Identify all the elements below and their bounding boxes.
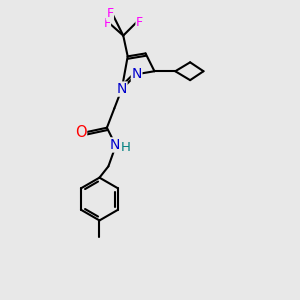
Text: N: N bbox=[117, 82, 127, 96]
Text: F: F bbox=[136, 16, 143, 29]
Text: O: O bbox=[75, 125, 87, 140]
Text: F: F bbox=[103, 17, 110, 30]
Text: N: N bbox=[110, 138, 120, 152]
Text: F: F bbox=[106, 7, 113, 20]
Text: H: H bbox=[120, 141, 130, 154]
Text: N: N bbox=[131, 67, 142, 81]
